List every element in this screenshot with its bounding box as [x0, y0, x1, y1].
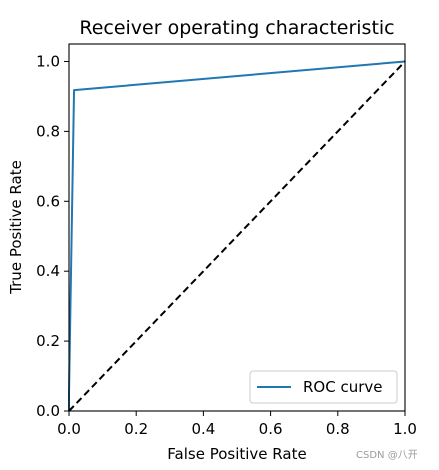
watermark: CSDN @八开 [356, 450, 418, 461]
x-tick-label: 0.8 [326, 420, 350, 438]
y-tick-label: 0.2 [36, 332, 60, 350]
x-tick-label: 0.0 [57, 420, 81, 438]
x-axis-label: False Positive Rate [167, 445, 306, 463]
axes-frame [68, 43, 406, 412]
x-tick-label: 0.4 [191, 420, 215, 438]
chart-legend: ROC curve [249, 370, 398, 404]
y-tick-label: 0.4 [36, 262, 60, 280]
x-tick-label: 1.0 [393, 420, 417, 438]
y-tick-label: 0.0 [36, 402, 60, 420]
y-axis-ticks: 0.0 0.2 0.4 0.6 0.8 1.0 [36, 52, 69, 420]
y-axis-label: True Positive Rate [7, 160, 25, 295]
legend-roc-label: ROC curve [303, 378, 383, 396]
x-tick-label: 0.2 [124, 420, 148, 438]
diagonal-reference-line [68, 60, 406, 412]
y-tick-label: 0.8 [36, 122, 60, 140]
x-axis-ticks: 0.0 0.2 0.4 0.6 0.8 1.0 [57, 411, 417, 438]
x-tick-label: 0.6 [259, 420, 283, 438]
y-tick-label: 1.0 [36, 52, 60, 70]
chart-title: Receiver operating characteristic [79, 17, 394, 39]
y-tick-label: 0.6 [36, 192, 60, 210]
plot-area [68, 60, 406, 412]
legend-box [249, 370, 398, 404]
